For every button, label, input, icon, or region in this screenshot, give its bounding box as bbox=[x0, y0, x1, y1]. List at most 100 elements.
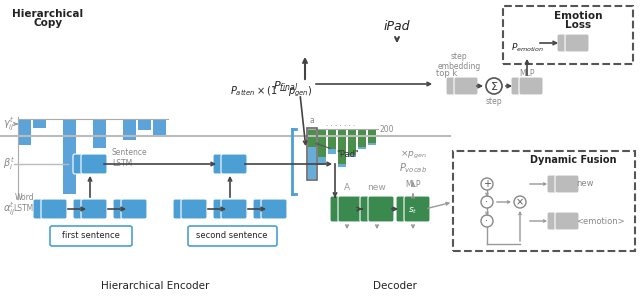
Text: new: new bbox=[367, 183, 387, 192]
FancyBboxPatch shape bbox=[547, 212, 571, 230]
FancyBboxPatch shape bbox=[368, 196, 394, 222]
Bar bbox=[308, 147, 316, 179]
Bar bbox=[368, 143, 376, 145]
Bar bbox=[453, 151, 635, 251]
Text: A: A bbox=[344, 183, 350, 192]
FancyBboxPatch shape bbox=[446, 77, 470, 95]
FancyBboxPatch shape bbox=[396, 196, 422, 222]
Text: a: a bbox=[310, 116, 314, 125]
FancyBboxPatch shape bbox=[73, 199, 99, 219]
Text: MLP: MLP bbox=[519, 69, 535, 78]
Text: $P_{vocab}$: $P_{vocab}$ bbox=[399, 161, 427, 175]
Text: $\Sigma$: $\Sigma$ bbox=[490, 80, 498, 92]
Bar bbox=[153, 119, 166, 136]
FancyBboxPatch shape bbox=[253, 199, 279, 219]
FancyBboxPatch shape bbox=[73, 154, 99, 174]
Bar bbox=[348, 155, 356, 157]
Bar bbox=[358, 147, 366, 149]
Text: top k: top k bbox=[436, 69, 458, 78]
Text: step
embedding: step embedding bbox=[437, 52, 481, 71]
FancyBboxPatch shape bbox=[404, 196, 430, 222]
Text: +: + bbox=[483, 179, 491, 189]
FancyBboxPatch shape bbox=[555, 175, 579, 193]
Circle shape bbox=[481, 196, 493, 208]
Text: first sentence: first sentence bbox=[62, 232, 120, 240]
Text: Loss: Loss bbox=[565, 20, 591, 30]
Bar bbox=[503, 6, 633, 64]
Circle shape bbox=[514, 196, 526, 208]
FancyBboxPatch shape bbox=[454, 77, 478, 95]
FancyBboxPatch shape bbox=[338, 196, 364, 222]
Text: $P_{atten} \times (1-p_{gen})$: $P_{atten} \times (1-p_{gen})$ bbox=[230, 85, 312, 99]
Text: 200: 200 bbox=[380, 125, 394, 133]
Bar bbox=[63, 119, 76, 194]
Text: iPad: iPad bbox=[384, 19, 410, 33]
Text: $\alpha_{ij}^t$: $\alpha_{ij}^t$ bbox=[3, 200, 15, 218]
Text: $P_{final}$: $P_{final}$ bbox=[273, 79, 298, 93]
FancyBboxPatch shape bbox=[261, 199, 287, 219]
Text: Decoder: Decoder bbox=[373, 281, 417, 291]
Bar bbox=[348, 129, 356, 155]
Circle shape bbox=[486, 78, 502, 94]
Text: $\times p_{gen}$: $\times p_{gen}$ bbox=[399, 149, 426, 161]
FancyBboxPatch shape bbox=[360, 196, 386, 222]
Bar bbox=[307, 128, 317, 180]
FancyBboxPatch shape bbox=[557, 34, 581, 52]
Text: Hierarchical: Hierarchical bbox=[12, 9, 84, 19]
FancyBboxPatch shape bbox=[221, 199, 247, 219]
FancyBboxPatch shape bbox=[181, 199, 207, 219]
Bar bbox=[328, 129, 336, 149]
Text: ×: × bbox=[516, 197, 524, 207]
FancyBboxPatch shape bbox=[213, 199, 239, 219]
FancyBboxPatch shape bbox=[511, 77, 535, 95]
Text: Word
LSTM: Word LSTM bbox=[13, 193, 34, 213]
Text: Copy: Copy bbox=[33, 18, 63, 28]
Bar bbox=[328, 149, 336, 154]
Text: Sentence
LSTM: Sentence LSTM bbox=[112, 148, 148, 168]
Text: . . . . . . .: . . . . . . . bbox=[326, 121, 356, 127]
Bar bbox=[368, 129, 376, 143]
Text: second sentence: second sentence bbox=[196, 232, 268, 240]
Bar bbox=[33, 119, 46, 128]
Text: $\beta_i^t$: $\beta_i^t$ bbox=[3, 156, 15, 172]
Bar bbox=[358, 129, 366, 147]
Bar bbox=[93, 119, 106, 147]
Text: "Pad": "Pad" bbox=[316, 143, 359, 159]
Bar bbox=[138, 119, 151, 130]
Text: $s_t$: $s_t$ bbox=[408, 206, 418, 216]
Text: MLP: MLP bbox=[405, 180, 420, 189]
FancyBboxPatch shape bbox=[547, 175, 571, 193]
Bar bbox=[318, 157, 326, 165]
FancyBboxPatch shape bbox=[41, 199, 67, 219]
FancyBboxPatch shape bbox=[565, 34, 589, 52]
Bar bbox=[338, 164, 346, 167]
FancyBboxPatch shape bbox=[113, 199, 139, 219]
Text: <emotion>: <emotion> bbox=[576, 216, 625, 226]
Bar bbox=[18, 119, 31, 145]
FancyBboxPatch shape bbox=[81, 154, 107, 174]
Text: ·: · bbox=[486, 216, 488, 226]
FancyBboxPatch shape bbox=[221, 154, 247, 174]
Text: Emotion: Emotion bbox=[554, 11, 602, 21]
Circle shape bbox=[481, 178, 493, 190]
Circle shape bbox=[481, 215, 493, 227]
FancyBboxPatch shape bbox=[213, 154, 239, 174]
Text: $\gamma_{ij}^t$: $\gamma_{ij}^t$ bbox=[3, 115, 15, 133]
Text: step: step bbox=[486, 97, 502, 106]
FancyBboxPatch shape bbox=[50, 226, 132, 246]
FancyBboxPatch shape bbox=[555, 212, 579, 230]
Bar bbox=[123, 119, 136, 140]
Text: $P_{emotion}$: $P_{emotion}$ bbox=[511, 42, 543, 54]
Text: new: new bbox=[576, 179, 593, 188]
Text: Hierarchical Encoder: Hierarchical Encoder bbox=[101, 281, 209, 291]
Bar bbox=[318, 129, 326, 157]
FancyBboxPatch shape bbox=[188, 226, 277, 246]
Text: ·: · bbox=[486, 197, 488, 207]
FancyBboxPatch shape bbox=[173, 199, 199, 219]
FancyBboxPatch shape bbox=[81, 199, 107, 219]
FancyBboxPatch shape bbox=[330, 196, 356, 222]
FancyBboxPatch shape bbox=[121, 199, 147, 219]
Bar bbox=[338, 129, 346, 164]
FancyBboxPatch shape bbox=[33, 199, 59, 219]
Bar bbox=[308, 129, 316, 147]
